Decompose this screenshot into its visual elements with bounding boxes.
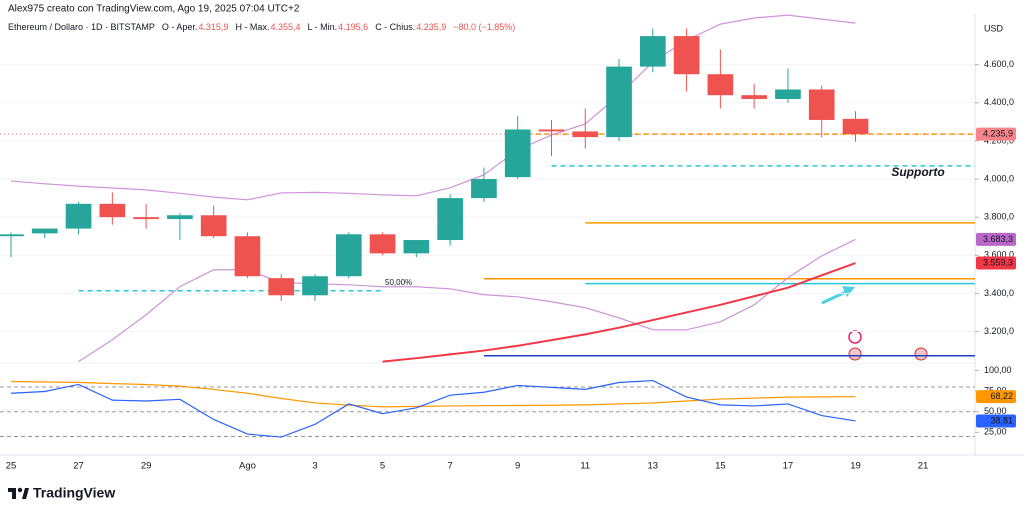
y-tick-label: 100,00 — [984, 365, 1012, 375]
legend: Ethereum / Dollaro · 1D · BITSTAMP O - Ap… — [8, 22, 515, 32]
candle-body — [268, 278, 295, 296]
candle-body — [369, 234, 396, 254]
legend-change: −80,0 (−1,85%) — [453, 22, 515, 32]
candle-body — [99, 203, 126, 218]
x-tick-label: 13 — [648, 461, 659, 472]
price-tag — [976, 414, 1016, 428]
legend-key: H - Max. — [235, 22, 269, 32]
legend-title: Ethereum / Dollaro · 1D · BITSTAMP — [8, 22, 155, 32]
candle-body — [234, 236, 261, 277]
legend-value: 4.355,4 — [270, 22, 300, 32]
candle-body — [200, 215, 227, 237]
axis-unit: USD — [984, 23, 1004, 33]
x-tick-label: 15 — [715, 461, 726, 472]
indicator-line — [10, 14, 856, 201]
candle-body — [0, 234, 24, 237]
price-tag — [976, 390, 1016, 404]
indicator-line — [382, 262, 856, 363]
event-icons — [848, 330, 928, 361]
level-text: Supporto — [891, 165, 944, 179]
annotation-arrow — [821, 286, 855, 305]
x-tick-label: 7 — [447, 461, 452, 472]
candle-body — [606, 66, 632, 138]
y-tick-label: 4.400,0 — [984, 97, 1014, 107]
price-tag — [976, 232, 1016, 246]
header-title: Alex975 creato con TradingView.com, Ago … — [8, 4, 300, 15]
candle-body — [808, 89, 835, 120]
y-tick-label: 3.800,0 — [984, 212, 1014, 222]
price-tag-label: 38,81 — [990, 415, 1013, 425]
legend-key: L - Min. — [307, 22, 337, 32]
price-tag-label: 68,22 — [990, 391, 1013, 401]
x-tick-label: 25 — [6, 461, 17, 472]
legend-value: 4.315,9 — [198, 22, 228, 32]
y-tick-label: 25,00 — [984, 427, 1007, 437]
candle-body — [335, 234, 362, 277]
candle-body — [167, 215, 193, 220]
candle-body — [133, 217, 159, 220]
legend-value: 4.235,9 — [416, 22, 446, 32]
candle-body — [471, 179, 497, 199]
x-tick-label: 9 — [515, 461, 520, 472]
price-tag — [976, 256, 1016, 270]
legend-key: O - Aper. — [162, 22, 198, 32]
candle-body — [572, 131, 599, 138]
y-tick-label: 3.600,0 — [984, 250, 1014, 260]
x-tick-label: 19 — [850, 461, 861, 472]
x-tick-label: 21 — [918, 461, 929, 472]
x-tick-label: 17 — [783, 461, 794, 472]
y-tick-label: 4.600,0 — [984, 59, 1014, 69]
x-tick-label: 27 — [73, 461, 84, 472]
brand-name: TradingView — [33, 485, 115, 501]
candle-body — [31, 228, 58, 234]
indicator-line — [78, 238, 856, 363]
brand-logo — [8, 487, 29, 499]
level-text: 50,00% — [385, 278, 412, 287]
x-tick-label: 5 — [380, 461, 385, 472]
price-tag — [976, 127, 1016, 141]
candle-body — [741, 95, 767, 99]
candle-body — [302, 276, 328, 296]
candle-body — [437, 198, 463, 241]
candle-body — [538, 129, 565, 132]
x-tick-label: 3 — [312, 461, 317, 472]
candle-body — [775, 89, 801, 99]
candle-body — [842, 118, 869, 135]
price-tag-label: 3.683,3 — [983, 234, 1013, 244]
y-tick-label: 50,00 — [984, 406, 1007, 416]
y-tick-label: 4.000,0 — [984, 173, 1014, 183]
series-line — [10, 379, 856, 438]
price-tag-label: 4.235,9 — [983, 128, 1013, 138]
candle-body — [403, 240, 430, 254]
y-tick-label: 3.200,0 — [984, 326, 1014, 336]
price-tag-label: 3.559,3 — [983, 257, 1013, 267]
series-line — [10, 380, 856, 408]
candle-body — [673, 36, 700, 75]
candle-body — [707, 74, 734, 96]
candle-body — [639, 36, 666, 67]
candle-body — [65, 203, 92, 229]
legend-key: C - Chius. — [375, 22, 415, 32]
y-tick-label: 3.400,0 — [984, 288, 1014, 298]
x-tick-label: 29 — [141, 461, 152, 472]
x-tick-label: 11 — [580, 461, 590, 472]
legend-value: 4.195,6 — [338, 22, 368, 32]
candle-body — [504, 129, 531, 178]
x-tick-label: Ago — [239, 461, 256, 472]
